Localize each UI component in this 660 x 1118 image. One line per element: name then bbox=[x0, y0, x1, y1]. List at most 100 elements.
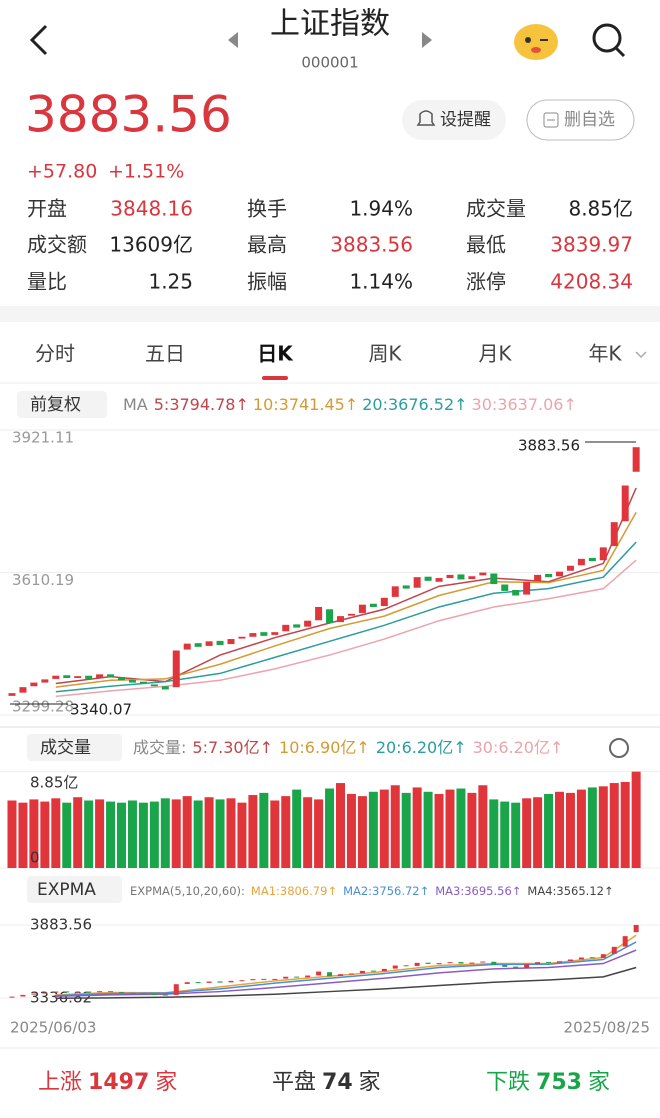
candle bbox=[413, 577, 421, 588]
bell-icon bbox=[416, 110, 436, 126]
candle bbox=[63, 675, 71, 679]
y-tick-label: 3610.19 bbox=[12, 571, 74, 589]
tab[interactable]: 日K bbox=[257, 342, 294, 366]
candle bbox=[556, 571, 563, 577]
expma-item: MA1:3806.79↑ bbox=[251, 884, 337, 898]
adjust-button[interactable] bbox=[17, 391, 107, 418]
volume-bar bbox=[149, 801, 159, 868]
volume-title[interactable]: 成交量 bbox=[40, 738, 91, 758]
candle bbox=[588, 557, 596, 562]
volume-bar bbox=[467, 792, 477, 868]
volume-ma-item: 20:6.20亿↑ bbox=[376, 738, 467, 757]
price: 3883.56 bbox=[25, 86, 232, 144]
remove-button[interactable] bbox=[526, 99, 635, 141]
stat-value: 3848.16 bbox=[110, 197, 193, 221]
volume-bar bbox=[336, 783, 345, 868]
candle bbox=[195, 982, 201, 984]
volume-bar bbox=[576, 789, 586, 868]
ma-line bbox=[55, 966, 637, 999]
volume-bar bbox=[73, 797, 83, 868]
candle bbox=[161, 686, 169, 690]
volume-bar bbox=[379, 789, 389, 868]
stat-value: 1.25 bbox=[148, 270, 193, 294]
candle bbox=[557, 961, 562, 963]
candle bbox=[446, 574, 454, 579]
market-unit: 家 bbox=[359, 1070, 381, 1095]
candle bbox=[414, 962, 420, 966]
volume-ma-item: 30:6.20亿↑ bbox=[473, 738, 564, 757]
ma-line bbox=[55, 934, 637, 996]
back-button[interactable] bbox=[29, 24, 48, 56]
candle bbox=[86, 991, 92, 993]
volume-bar bbox=[620, 781, 630, 868]
tab[interactable]: 月K bbox=[478, 342, 512, 366]
candle bbox=[305, 975, 311, 978]
volume-bar bbox=[127, 800, 137, 868]
candle bbox=[20, 994, 26, 997]
volume-bar bbox=[325, 788, 335, 868]
candle bbox=[42, 992, 48, 994]
market-label: 平盘 bbox=[272, 1070, 316, 1095]
alert-button[interactable] bbox=[402, 100, 506, 140]
candle bbox=[577, 558, 585, 566]
tab[interactable]: 年K bbox=[588, 342, 622, 366]
candle bbox=[97, 991, 103, 993]
expma-legend: EXPMA(5,10,20,60): MA1:3806.79↑ MA2:3756.7… bbox=[130, 884, 614, 898]
candle bbox=[282, 624, 290, 632]
candle bbox=[633, 924, 639, 933]
ma-legend-item: 20:3676.52↑ bbox=[362, 395, 467, 414]
candle bbox=[359, 970, 365, 974]
candle bbox=[293, 624, 301, 628]
volume-bar bbox=[511, 802, 521, 868]
settings-icon[interactable] bbox=[609, 738, 629, 758]
candle bbox=[294, 976, 300, 978]
stat-label: 最高 bbox=[247, 233, 287, 257]
volume-button[interactable] bbox=[27, 734, 122, 761]
alert-label[interactable]: 设提醒 bbox=[440, 110, 491, 130]
volume-bar bbox=[368, 791, 378, 868]
next-arrow[interactable] bbox=[422, 32, 432, 48]
candle bbox=[271, 632, 279, 635]
candle bbox=[64, 991, 70, 993]
market-stat: 平盘 74 家 bbox=[272, 1070, 381, 1095]
search-icon[interactable] bbox=[592, 23, 626, 58]
candle bbox=[479, 572, 487, 576]
volume-bar bbox=[84, 800, 94, 868]
expma-item: MA4:3565.12↑ bbox=[527, 884, 613, 898]
ma-legend-item: 5:3794.78↑ bbox=[154, 395, 249, 414]
candle bbox=[96, 674, 104, 679]
adjust-label[interactable]: 前复权 bbox=[30, 395, 81, 415]
tab[interactable]: 五日 bbox=[145, 342, 185, 366]
volume-bar bbox=[259, 792, 269, 868]
candle bbox=[611, 946, 617, 954]
candle bbox=[260, 632, 268, 636]
ma-line bbox=[55, 941, 637, 997]
remove-label[interactable]: 删自选 bbox=[564, 110, 615, 130]
mascot-icon[interactable] bbox=[514, 24, 558, 60]
candle bbox=[392, 965, 398, 969]
candle bbox=[567, 959, 573, 961]
y-tick-label: 0 bbox=[30, 849, 40, 867]
candle bbox=[108, 991, 114, 993]
candle bbox=[338, 974, 343, 976]
market-label: 下跌 bbox=[486, 1070, 530, 1095]
y-tick-label: 3299.28 bbox=[12, 698, 74, 716]
tab[interactable]: 分时 bbox=[35, 342, 75, 366]
volume-bar bbox=[95, 799, 105, 868]
volume-bar bbox=[117, 802, 126, 868]
title: 上证指数 bbox=[270, 7, 390, 42]
tab-dropdown bbox=[635, 351, 647, 359]
change: +57.80 bbox=[27, 161, 97, 183]
volume-bar bbox=[533, 797, 543, 868]
prev-arrow[interactable] bbox=[228, 32, 238, 48]
expma-title[interactable]: EXPMA bbox=[37, 880, 96, 900]
stat-label: 量比 bbox=[27, 270, 67, 294]
candle bbox=[250, 979, 256, 981]
expma-button[interactable] bbox=[27, 876, 122, 903]
candle bbox=[347, 613, 355, 616]
candle bbox=[546, 961, 552, 963]
stat-value: 4208.34 bbox=[550, 270, 633, 294]
candle bbox=[19, 687, 27, 693]
tab[interactable]: 周K bbox=[368, 342, 402, 366]
candle bbox=[480, 961, 486, 963]
